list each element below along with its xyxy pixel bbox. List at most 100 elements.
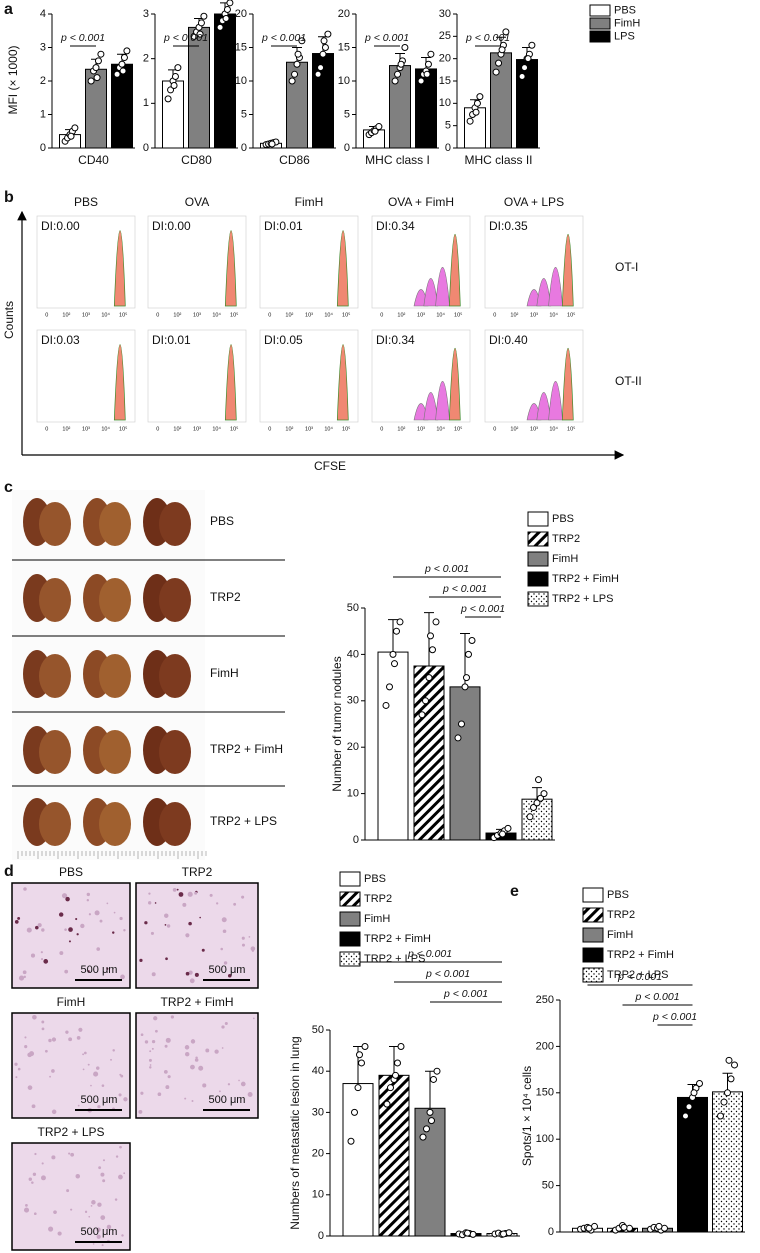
legend-swatch [527,591,549,607]
data-point [94,57,102,65]
data-point [298,37,306,45]
histogram-tick: 10⁵ [119,425,127,432]
y-tick-label: 20 [312,1148,324,1160]
y-tick-label: 200 [536,1040,554,1052]
tissue-spot [199,916,201,919]
tissue-spot [224,1021,228,1025]
data-point [170,81,178,89]
lung [39,502,71,546]
data-point [164,95,172,103]
histogram-tick: 10³ [193,312,201,318]
histogram-tick: 10² [62,312,70,318]
tissue-spot [218,1090,221,1093]
histogram-tick: 0 [493,426,496,432]
tissue-spot [149,1064,152,1066]
tissue-spot [248,936,251,938]
data-point [468,636,476,644]
legend-swatch [527,531,549,547]
tissue-spot [119,916,123,921]
legend-label: PBS [364,873,386,885]
tissue-spot [28,1177,33,1181]
y-tick-label: 1 [40,108,46,120]
tissue-spot [205,1048,210,1053]
tissue-spot [191,1099,194,1102]
data-point [422,697,429,705]
division-index: DI:0.40 [489,333,528,347]
tissue-spot [96,1234,101,1239]
data-point [498,46,506,54]
micrograph-label: TRP2 [182,865,213,879]
data-point [499,830,506,838]
data-point [397,60,405,68]
tissue-spot [110,1058,112,1061]
tissue-spot [31,1181,34,1184]
legend-label: TRP2 + FimH [607,949,674,961]
data-point [321,44,329,51]
tissue-spot [178,892,184,897]
data-point [387,1084,394,1092]
data-point [626,1224,633,1232]
tissue-spot [96,1066,100,1070]
tissue-spot [51,1069,55,1073]
y-tick-label: 0 [318,1230,324,1242]
division-index: DI:0.00 [41,219,80,233]
tissue-spot [51,1037,57,1042]
tissue-spot [144,921,148,925]
data-point [502,28,510,36]
histogram-peak [548,267,563,307]
y-tick-label: 0 [445,142,451,154]
y-tick-label: 30 [347,695,359,707]
tissue-spot [220,947,224,951]
histogram-tick: 10⁵ [454,425,462,432]
tissue-spot [51,1109,57,1115]
tissue-spot [64,969,69,974]
data-point [291,70,299,78]
y-tick-label: 50 [542,1180,554,1192]
legend-label: TRP2 [607,909,635,921]
histogram-peak [113,344,126,421]
tissue-spot [227,973,232,978]
tissue-spot [41,1027,45,1031]
data-point [268,140,276,148]
data-point [727,1075,735,1083]
data-point [427,632,434,640]
data-point [473,99,481,107]
tissue-spot [100,1172,105,1177]
y-axis-label: Spots/1 × 10⁴ cells [520,1066,534,1166]
y-tick-label: 0 [40,142,46,154]
panel-label: c [4,479,13,496]
y-axis-label: MFI (× 1000) [6,45,20,114]
x-axis-label: CD40 [78,153,109,167]
tissue-spot [166,924,171,928]
tissue-spot [75,1173,81,1179]
tissue-spot [176,888,179,891]
tissue-spot [114,1198,118,1201]
tissue-spot [32,1172,37,1176]
data-point [120,54,128,62]
tissue-spot [37,923,42,928]
significance-label: p < 0.001 [261,32,306,44]
data-point [93,74,101,82]
tissue-spot [164,923,167,926]
tissue-spot [194,1058,199,1062]
significance-label: p < 0.001 [617,971,662,983]
bar [414,1107,446,1237]
y-tick-label: 5 [241,108,247,120]
error-bar [722,1072,733,1092]
tissue-spot [91,1200,96,1205]
tissue-spot [100,1215,106,1220]
tissue-spot [40,951,43,954]
tissue-spot [70,1208,73,1211]
lung [99,730,131,774]
tissue-spot [86,892,91,897]
data-point [354,1084,362,1092]
tissue-spot [185,933,190,938]
column-header: OVA + LPS [504,195,564,209]
data-point [464,1229,471,1237]
legend-swatch [582,907,604,923]
legend-label: FimH [607,929,633,941]
data-point [526,813,534,821]
data-point [533,799,541,807]
tissue-spot [123,929,126,932]
data-point [97,50,105,58]
